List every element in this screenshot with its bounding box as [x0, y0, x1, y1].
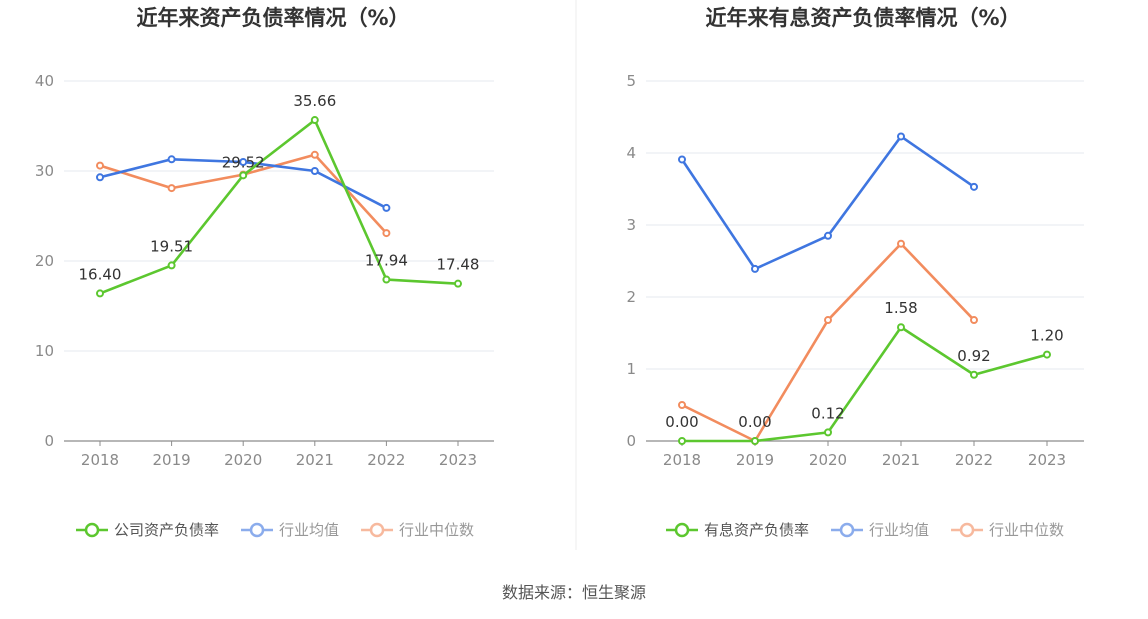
- legend-marker: [839, 522, 855, 538]
- legend-label: 行业中位数: [399, 521, 474, 539]
- chart-title: 近年来资产负债率情况（%）: [136, 6, 409, 30]
- data-label: 0.12: [811, 404, 844, 422]
- x-tick-label: 2020: [224, 451, 262, 469]
- legend-item[interactable]: 有息资产负债率: [666, 521, 809, 539]
- legend-marker: [959, 522, 975, 538]
- y-tick-label: 5: [626, 72, 636, 90]
- data-label: 19.51: [150, 237, 193, 255]
- data-point: [897, 132, 905, 141]
- data-point: [1043, 350, 1051, 359]
- data-point: [751, 264, 759, 273]
- data-label: 1.58: [884, 299, 917, 317]
- x-tick-label: 2019: [153, 451, 191, 469]
- legend-label: 行业均值: [279, 521, 339, 539]
- data-point: [897, 239, 905, 248]
- data-point: [970, 316, 978, 325]
- legend-label: 公司资产负债率: [114, 521, 219, 539]
- x-tick-label: 2019: [736, 451, 774, 469]
- data-label: 1.20: [1030, 327, 1063, 345]
- data-point: [897, 323, 905, 332]
- y-tick-label: 4: [626, 144, 636, 162]
- series-line: [682, 325, 1048, 443]
- data-point: [167, 261, 176, 270]
- data-point: [239, 158, 248, 166]
- data-point: [678, 155, 686, 164]
- data-point: [454, 279, 462, 288]
- data-label: 35.66: [293, 92, 336, 110]
- legend-item[interactable]: 公司资产负债率: [76, 521, 219, 539]
- data-label: 17.94: [365, 252, 408, 270]
- data-point: [824, 428, 832, 437]
- data-point: [751, 437, 759, 445]
- data-label: 29.52: [222, 153, 265, 171]
- x-tick-label: 2023: [439, 451, 477, 469]
- data-label: 0.92: [957, 347, 990, 365]
- data-point: [678, 401, 686, 409]
- x-tick-label: 2018: [81, 451, 119, 469]
- data-point: [310, 167, 319, 175]
- data-source-text: 数据来源：恒生聚源: [502, 583, 646, 602]
- data-point: [167, 155, 176, 164]
- data-label: 0.00: [738, 413, 771, 431]
- data-point: [310, 116, 319, 125]
- legend-item[interactable]: 行业均值: [831, 521, 929, 539]
- legend-item[interactable]: 行业均值: [241, 521, 339, 539]
- legend-item[interactable]: 行业中位数: [361, 521, 474, 539]
- chart-panel-interest-debt-ratio: 近年来有息资产负债率情况（%） 0 1 2 3 4 5 2018 2019 2020 2021 202…: [626, 6, 1084, 539]
- chart-title: 近年来有息资产负债率情况（%）: [705, 6, 1020, 30]
- legend-marker: [84, 522, 100, 538]
- x-tick-label: 2022: [955, 451, 993, 469]
- data-point: [824, 231, 832, 240]
- data-label: 17.48: [437, 256, 480, 274]
- data-point: [167, 184, 176, 193]
- y-tick-label: 30: [35, 162, 54, 180]
- chart-panel-debt-ratio: 近年来资产负债率情况（%） 0 10 20 30 40 2018 2019 2020 2021 20…: [35, 6, 494, 539]
- data-point: [824, 316, 832, 325]
- data-point: [239, 171, 248, 180]
- data-point: [310, 150, 319, 159]
- data-point: [382, 229, 391, 238]
- legend-marker: [369, 522, 385, 538]
- data-point: [382, 275, 391, 284]
- x-tick-label: 2023: [1028, 451, 1066, 469]
- legend-label: 行业中位数: [989, 521, 1064, 539]
- x-tick-label: 2021: [296, 451, 334, 469]
- y-tick-label: 1: [626, 360, 636, 378]
- legend-marker: [674, 522, 690, 538]
- data-point: [970, 182, 978, 191]
- y-tick-label: 40: [35, 72, 54, 90]
- series-line: [680, 135, 975, 271]
- data-point: [96, 173, 104, 182]
- x-tick-label: 2021: [882, 451, 920, 469]
- legend-marker: [249, 522, 265, 538]
- y-tick-label: 10: [35, 342, 54, 360]
- data-point: [96, 161, 104, 170]
- series-line: [99, 118, 459, 295]
- data-label: 0.00: [665, 413, 698, 431]
- data-point: [382, 203, 391, 212]
- data-point: [970, 370, 978, 379]
- data-point: [678, 437, 686, 445]
- y-tick-label: 3: [626, 216, 636, 234]
- data-label: 16.40: [79, 265, 122, 283]
- y-tick-label: 20: [35, 252, 54, 270]
- x-tick-label: 2020: [809, 451, 847, 469]
- legend-label: 行业均值: [869, 521, 929, 539]
- x-tick-label: 2018: [663, 451, 701, 469]
- y-tick-label: 0: [44, 432, 54, 450]
- data-point: [96, 289, 104, 298]
- legend-item[interactable]: 行业中位数: [951, 521, 1064, 539]
- x-tick-label: 2022: [367, 451, 405, 469]
- y-tick-label: 2: [626, 288, 636, 306]
- legend-label: 有息资产负债率: [704, 521, 809, 539]
- y-tick-label: 0: [626, 432, 636, 450]
